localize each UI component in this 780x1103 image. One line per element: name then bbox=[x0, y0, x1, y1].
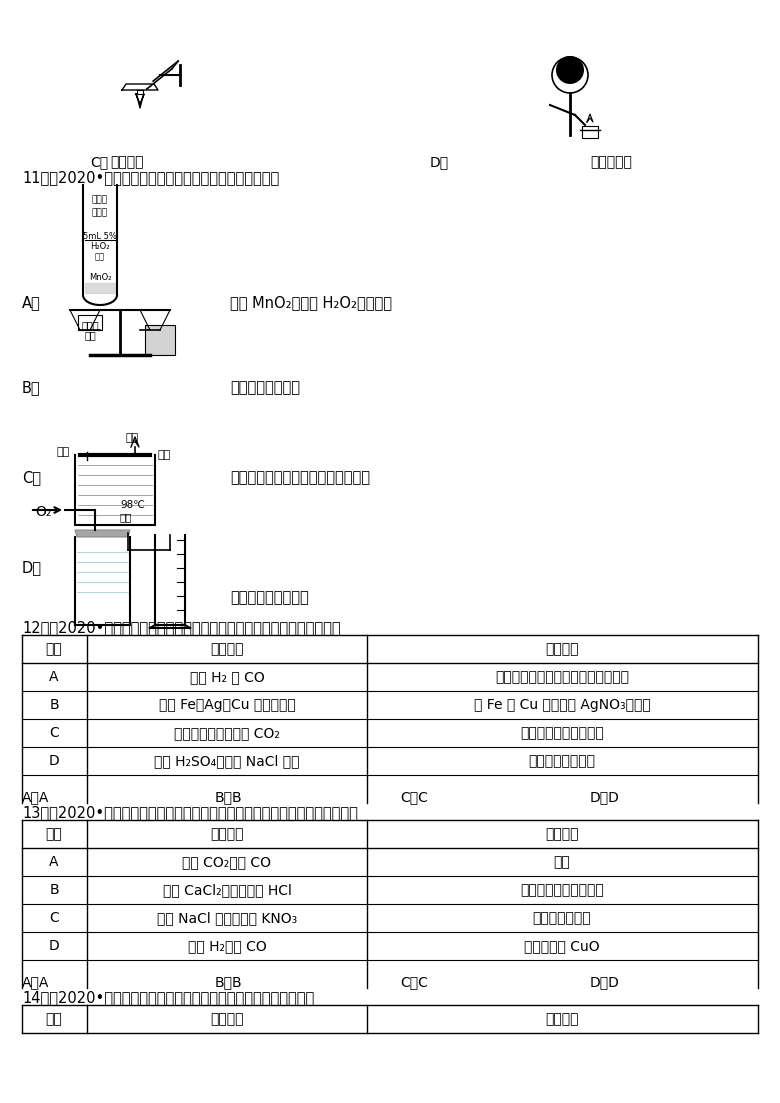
Text: 验证质量守恒定律: 验证质量守恒定律 bbox=[230, 381, 300, 395]
Text: 通过灼热的 CuO: 通过灼热的 CuO bbox=[524, 939, 600, 953]
Text: 测量收集氧气的体积: 测量收集氧气的体积 bbox=[230, 590, 309, 606]
Text: B．B: B．B bbox=[215, 975, 243, 989]
Text: 铜片: 铜片 bbox=[158, 450, 172, 460]
Text: 14．（2020•嘉定区二模）下列实验操作能达到实验目的是（　　）: 14．（2020•嘉定区二模）下列实验操作能达到实验目的是（ ） bbox=[22, 990, 314, 1005]
Bar bbox=[582, 126, 598, 138]
Circle shape bbox=[556, 56, 584, 84]
Text: A．A: A．A bbox=[22, 790, 49, 804]
Bar bbox=[145, 325, 175, 355]
Text: B: B bbox=[49, 698, 58, 713]
Text: 降温结晶后过滤: 降温结晶后过滤 bbox=[533, 911, 591, 925]
Text: 鉴别 H₂SO₄溶液和 NaCl 溶液: 鉴别 H₂SO₄溶液和 NaCl 溶液 bbox=[154, 754, 300, 768]
Text: 锌粒: 锌粒 bbox=[84, 330, 96, 340]
Text: 选项: 选项 bbox=[45, 1011, 62, 1026]
Text: 13．（2020•长宁区二模）除去下列各组物质中的杂质，方法正确的是（　　）: 13．（2020•长宁区二模）除去下列各组物质中的杂质，方法正确的是（ ） bbox=[22, 805, 358, 820]
Text: C．: C． bbox=[22, 470, 41, 485]
Text: 实验目的: 实验目的 bbox=[211, 1011, 243, 1026]
Text: D．: D． bbox=[430, 156, 449, 169]
Text: 点燃: 点燃 bbox=[554, 855, 570, 869]
Text: D: D bbox=[48, 754, 59, 768]
Text: 分别滴加酚酞试液: 分别滴加酚酞试液 bbox=[529, 754, 595, 768]
Text: D．D: D．D bbox=[590, 790, 620, 804]
Text: C．C: C．C bbox=[400, 790, 428, 804]
Text: 11．（2020•长宁区二模）不能达到实验目的的是（　　）: 11．（2020•长宁区二模）不能达到实验目的的是（ ） bbox=[22, 170, 279, 185]
Text: 探究温度达到着火点是燃烧条件之一: 探究温度达到着火点是燃烧条件之一 bbox=[230, 470, 370, 485]
Text: 实验目的: 实验目的 bbox=[211, 827, 243, 840]
Text: D: D bbox=[48, 939, 59, 953]
Text: 将 Fe 和 Cu 分别放入 AgNO₃溶液中: 将 Fe 和 Cu 分别放入 AgNO₃溶液中 bbox=[473, 698, 651, 713]
Text: A: A bbox=[49, 670, 58, 684]
Text: A．A: A．A bbox=[22, 975, 49, 989]
Text: 热水: 热水 bbox=[120, 512, 133, 522]
Text: 红磷: 红磷 bbox=[125, 433, 138, 443]
Text: 实验目的: 实验目的 bbox=[211, 642, 243, 656]
Text: 除去 CaCl₂溶液中少量 HCl: 除去 CaCl₂溶液中少量 HCl bbox=[162, 884, 292, 897]
Text: 加热液体: 加热液体 bbox=[110, 156, 144, 169]
Text: 熄灭酒精灯: 熄灭酒精灯 bbox=[590, 156, 632, 169]
Text: 加过量的碳酸钙后过滤: 加过量的碳酸钙后过滤 bbox=[520, 884, 604, 897]
Bar bbox=[78, 315, 102, 330]
Text: 白磷: 白磷 bbox=[57, 447, 70, 457]
Text: 带火星: 带火星 bbox=[92, 195, 108, 204]
Text: B．: B． bbox=[22, 381, 41, 395]
Text: 5mL 5%: 5mL 5% bbox=[83, 232, 117, 240]
Text: 溶液: 溶液 bbox=[95, 251, 105, 261]
Text: 12．（2020•奉贤区二模）下列实验方法一定能达到实验目的的是（　　）: 12．（2020•奉贤区二模）下列实验方法一定能达到实验目的的是（ ） bbox=[22, 620, 341, 635]
Text: 除去 H₂中的 CO: 除去 H₂中的 CO bbox=[188, 939, 267, 953]
Text: 探究 MnO₂能加快 H₂O₂反应速率: 探究 MnO₂能加快 H₂O₂反应速率 bbox=[230, 295, 392, 310]
Text: 选项: 选项 bbox=[45, 827, 62, 840]
Text: C: C bbox=[49, 911, 58, 925]
Text: 除去 CO₂中的 CO: 除去 CO₂中的 CO bbox=[183, 855, 271, 869]
Text: MnO₂: MnO₂ bbox=[89, 274, 112, 282]
Text: 检验一瓶气体是否为 CO₂: 检验一瓶气体是否为 CO₂ bbox=[174, 726, 280, 740]
Text: H₂O₂: H₂O₂ bbox=[90, 242, 110, 251]
Text: 实验方法: 实验方法 bbox=[545, 642, 579, 656]
Text: D．D: D．D bbox=[590, 975, 620, 989]
Text: B: B bbox=[49, 884, 58, 897]
Text: D．: D． bbox=[22, 560, 42, 575]
Text: 实验方法: 实验方法 bbox=[545, 827, 579, 840]
Text: C．C: C．C bbox=[400, 975, 428, 989]
Text: 分别点燃，在火焰上方罩一干冷烧杯: 分别点燃，在火焰上方罩一干冷烧杯 bbox=[495, 670, 629, 684]
Text: 的木条: 的木条 bbox=[92, 208, 108, 217]
Text: A: A bbox=[49, 855, 58, 869]
Text: C: C bbox=[49, 726, 58, 740]
Text: 将燃着的木条伸入瓶中: 将燃着的木条伸入瓶中 bbox=[520, 726, 604, 740]
Text: 除去 NaCl 溶液中少量 KNO₃: 除去 NaCl 溶液中少量 KNO₃ bbox=[157, 911, 297, 925]
Text: 比较 Fe、Ag、Cu 金属活动性: 比较 Fe、Ag、Cu 金属活动性 bbox=[158, 698, 296, 713]
Text: 选项: 选项 bbox=[45, 642, 62, 656]
Text: O₂: O₂ bbox=[35, 505, 51, 520]
Text: 98℃: 98℃ bbox=[120, 500, 145, 510]
Text: 鉴别 H₂ 和 CO: 鉴别 H₂ 和 CO bbox=[190, 670, 264, 684]
Text: 实验操作: 实验操作 bbox=[545, 1011, 579, 1026]
Text: 稀硫酸: 稀硫酸 bbox=[81, 320, 99, 330]
Text: C．: C． bbox=[90, 156, 108, 169]
Polygon shape bbox=[75, 531, 130, 537]
Text: B．B: B．B bbox=[215, 790, 243, 804]
Text: A．: A． bbox=[22, 295, 41, 310]
